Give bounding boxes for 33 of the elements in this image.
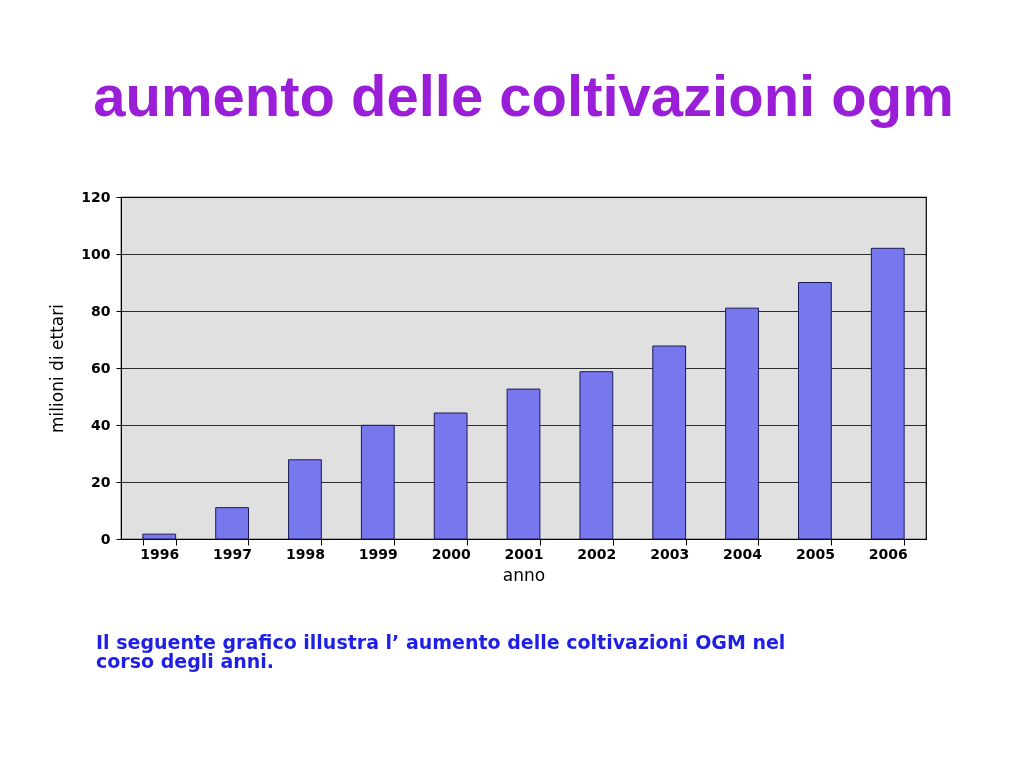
y-tick-label: 60 xyxy=(91,359,111,376)
y-tick-label: 100 xyxy=(81,245,111,262)
bar xyxy=(142,533,177,540)
x-tick-label: 2002 xyxy=(577,545,617,562)
bar xyxy=(652,345,687,540)
bar xyxy=(215,507,249,540)
x-tick-label: 2001 xyxy=(504,545,544,562)
y-tick-label: 20 xyxy=(91,473,111,490)
bar xyxy=(870,247,905,540)
text: Il seguente grafico illustra l’ aumento delle coltivazioni OGM nel corso degli anni. xyxy=(96,631,786,672)
x-tick-label: 1999 xyxy=(358,545,398,562)
bar xyxy=(798,282,832,540)
bar xyxy=(579,371,614,540)
bar xyxy=(506,388,541,540)
y-axis-title: milioni di ettari xyxy=(47,304,68,433)
y-tick-label: 120 xyxy=(81,188,111,205)
x-tick-label: 2004 xyxy=(723,545,763,562)
bar xyxy=(288,459,322,540)
x-tick-label: 1998 xyxy=(285,545,325,562)
y-tick-label: 80 xyxy=(91,302,111,319)
x-tick-label: 2003 xyxy=(650,545,690,562)
y-tick-label: 0 xyxy=(100,530,111,547)
x-tick-label: 2006 xyxy=(868,545,908,562)
bar xyxy=(360,424,395,540)
chart-title: aumento delle coltivazioni ogm xyxy=(93,63,954,128)
x-tick-label: 1996 xyxy=(140,545,180,562)
bar xyxy=(725,307,759,540)
x-axis-title: anno xyxy=(502,564,546,585)
bar xyxy=(433,412,468,540)
x-tick-label: 1997 xyxy=(213,545,253,562)
x-tick-label: 2000 xyxy=(431,545,471,562)
y-tick-label: 40 xyxy=(91,416,111,433)
x-tick-label: 2005 xyxy=(795,545,835,562)
